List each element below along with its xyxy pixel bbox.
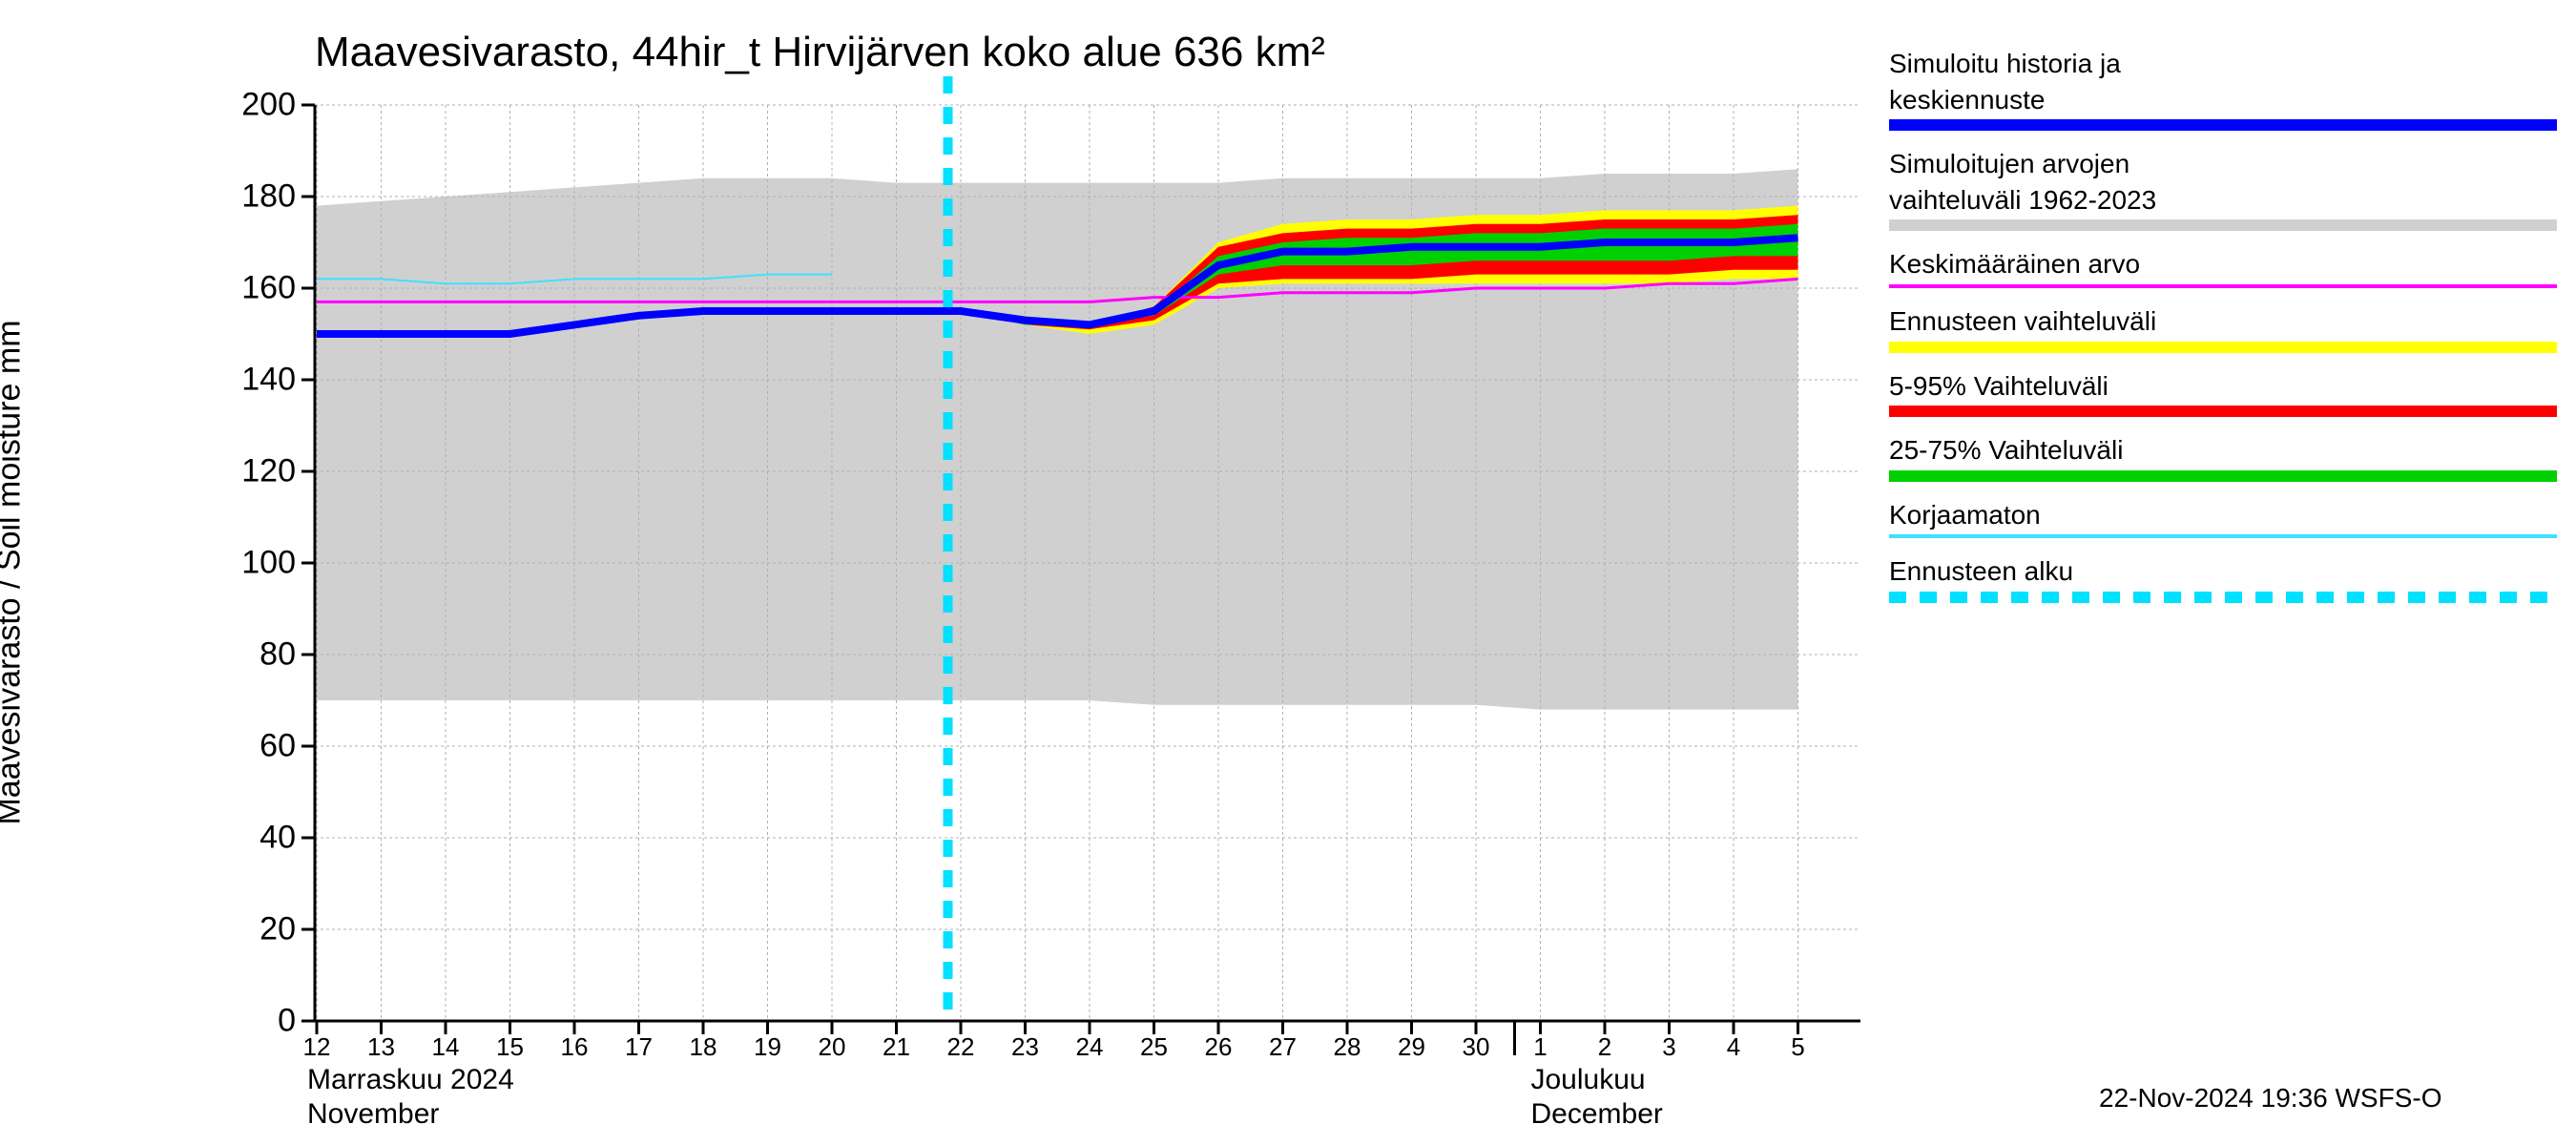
legend-entry: Korjaamaton	[1889, 499, 2557, 539]
y-tick: 100	[219, 545, 296, 582]
x-tick: 1	[1533, 1032, 1547, 1062]
x-tick: 25	[1140, 1032, 1168, 1062]
legend-label: keskiennuste	[1889, 84, 2557, 116]
legend-label: Simuloitu historia ja	[1889, 48, 2557, 80]
y-tick: 60	[219, 728, 296, 765]
legend-label: Korjaamaton	[1889, 499, 2557, 531]
legend-label: Simuloitujen arvojen	[1889, 148, 2557, 180]
legend-swatch	[1889, 119, 2557, 131]
y-tick: 180	[219, 178, 296, 216]
footer-timestamp: 22-Nov-2024 19:36 WSFS-O	[2099, 1083, 2442, 1114]
x-tick: 16	[561, 1032, 589, 1062]
legend-label: 5-95% Vaihteluväli	[1889, 370, 2557, 403]
chart-title: Maavesivarasto, 44hir_t Hirvijärven koko…	[315, 29, 1325, 76]
x-tick: 15	[496, 1032, 524, 1062]
x-tick: 28	[1334, 1032, 1361, 1062]
legend-swatch	[1889, 342, 2557, 353]
x-tick: 20	[819, 1032, 846, 1062]
x-tick: 29	[1398, 1032, 1425, 1062]
legend-entry: Ennusteen alku	[1889, 555, 2557, 603]
x-tick: 19	[754, 1032, 781, 1062]
x-tick: 14	[432, 1032, 460, 1062]
legend-swatch	[1889, 406, 2557, 417]
x-tick: 24	[1076, 1032, 1104, 1062]
plot-area	[315, 105, 1860, 1021]
legend-label: Keskimääräinen arvo	[1889, 248, 2557, 281]
month-label: JoulukuuDecember	[1531, 1063, 1663, 1132]
legend-swatch	[1889, 219, 2557, 231]
legend-swatch	[1889, 284, 2557, 288]
legend-swatch	[1889, 592, 2557, 603]
legend: Simuloitu historia jakeskiennusteSimuloi…	[1889, 48, 2557, 620]
legend-label: vaihteluväli 1962-2023	[1889, 184, 2557, 217]
plot-svg	[315, 105, 1860, 1021]
chart-page: Maavesivarasto / Soil moisture mm Maaves…	[0, 0, 2576, 1145]
legend-entry: Ennusteen vaihteluväli	[1889, 305, 2557, 353]
legend-swatch	[1889, 470, 2557, 482]
y-tick: 80	[219, 636, 296, 674]
x-tick: 3	[1662, 1032, 1675, 1062]
x-tick: 17	[625, 1032, 653, 1062]
x-tick: 12	[303, 1032, 331, 1062]
legend-label: Ennusteen alku	[1889, 555, 2557, 588]
legend-entry: Keskimääräinen arvo	[1889, 248, 2557, 288]
y-tick: 120	[219, 453, 296, 490]
y-tick: 0	[219, 1003, 296, 1040]
x-tick: 5	[1791, 1032, 1804, 1062]
x-tick: 22	[947, 1032, 975, 1062]
legend-swatch	[1889, 534, 2557, 538]
month-label: Marraskuu 2024November	[307, 1063, 514, 1132]
y-tick: 160	[219, 270, 296, 307]
x-tick: 18	[690, 1032, 717, 1062]
y-tick: 200	[219, 87, 296, 124]
legend-label: Ennusteen vaihteluväli	[1889, 305, 2557, 338]
y-tick: 140	[219, 362, 296, 399]
x-tick: 23	[1011, 1032, 1039, 1062]
legend-entry: Simuloitujen arvojen vaihteluväli 1962-20…	[1889, 148, 2557, 231]
x-tick: 30	[1463, 1032, 1490, 1062]
x-tick: 13	[367, 1032, 395, 1062]
x-tick: 2	[1598, 1032, 1611, 1062]
legend-label: 25-75% Vaihteluväli	[1889, 434, 2557, 467]
legend-entry: Simuloitu historia ja keskiennuste	[1889, 48, 2557, 131]
y-tick: 20	[219, 911, 296, 948]
x-tick: 27	[1269, 1032, 1297, 1062]
y-tick: 40	[219, 820, 296, 857]
legend-entry: 25-75% Vaihteluväli	[1889, 434, 2557, 482]
y-axis-label: Maavesivarasto / Soil moisture mm	[0, 320, 29, 824]
legend-entry: 5-95% Vaihteluväli	[1889, 370, 2557, 418]
x-tick: 4	[1727, 1032, 1740, 1062]
x-tick: 21	[883, 1032, 910, 1062]
x-tick: 26	[1205, 1032, 1233, 1062]
